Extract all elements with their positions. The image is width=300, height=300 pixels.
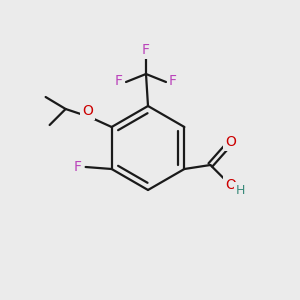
Text: F: F: [74, 160, 82, 174]
Text: O: O: [82, 104, 93, 118]
Text: F: F: [142, 43, 150, 57]
Text: F: F: [115, 74, 123, 88]
Text: F: F: [169, 74, 177, 88]
Text: O: O: [225, 135, 236, 149]
Text: O: O: [225, 178, 236, 192]
Text: H: H: [236, 184, 245, 196]
